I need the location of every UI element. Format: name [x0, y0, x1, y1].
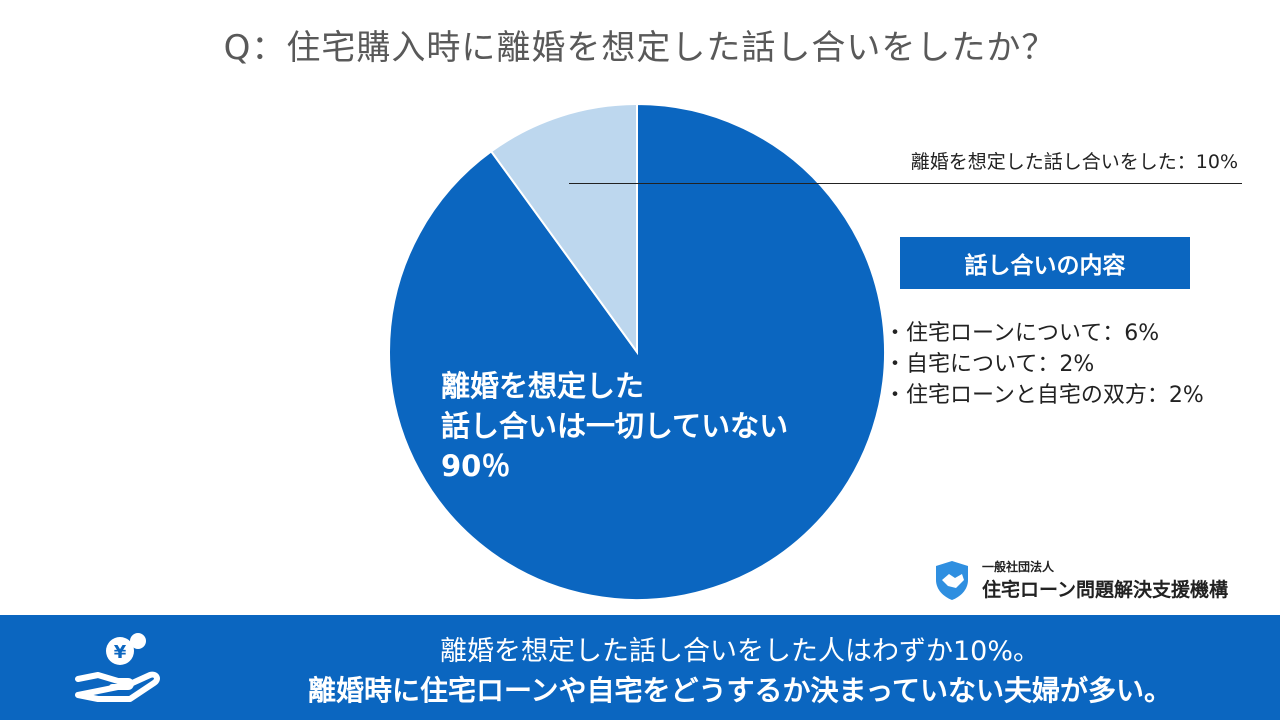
pie-slice-0 [388, 102, 886, 601]
details-item: ・住宅ローンと自宅の双方：2% [884, 383, 1204, 408]
details-header: 話し合いの内容 [900, 237, 1190, 289]
big-slice-label-line2: 話し合いは一切していない [441, 409, 789, 443]
pie-slice-1 [489, 102, 638, 356]
handshake-shield-icon [936, 561, 968, 600]
small-slice-label: 離婚を想定した話し合いをした：10% [910, 151, 1238, 173]
summary-banner: ¥ 離婚を想定した話し合いをした人はわずか10%。 離婚時に住宅ローンや自宅をど… [0, 615, 1280, 720]
hand-coins-icon: ¥ [75, 633, 160, 702]
details-item: ・自宅について：2% [884, 352, 1095, 377]
banner-line-2: 離婚時に住宅ローンや自宅をどうするか決まっていない夫婦が多い。 [307, 674, 1173, 707]
logo-subtitle: 一般社団法人 [982, 560, 1055, 574]
big-slice-label: 離婚を想定した 話し合いは一切していない 90％ [441, 366, 788, 486]
svg-text:¥: ¥ [114, 642, 127, 663]
small-slice-leader-line [569, 183, 1242, 184]
big-slice-label-line1: 離婚を想定した [441, 369, 645, 403]
details-item: ・住宅ローンについて：6% [884, 321, 1160, 346]
details-list: ・住宅ローンについて：6% ・自宅について：2% ・住宅ローンと自宅の双方：2% [884, 318, 1204, 411]
big-slice-label-line3: 90％ [441, 449, 511, 483]
logo-title: 住宅ローン問題解決支援機構 [982, 579, 1229, 601]
organization-logo: 一般社団法人 住宅ローン問題解決支援機構 [930, 558, 1228, 602]
banner-line-1: 離婚を想定した話し合いをした人はわずか10%。 [439, 636, 1040, 667]
page-title: Q：住宅購入時に離婚を想定した話し合いをしたか？ [223, 28, 1057, 68]
